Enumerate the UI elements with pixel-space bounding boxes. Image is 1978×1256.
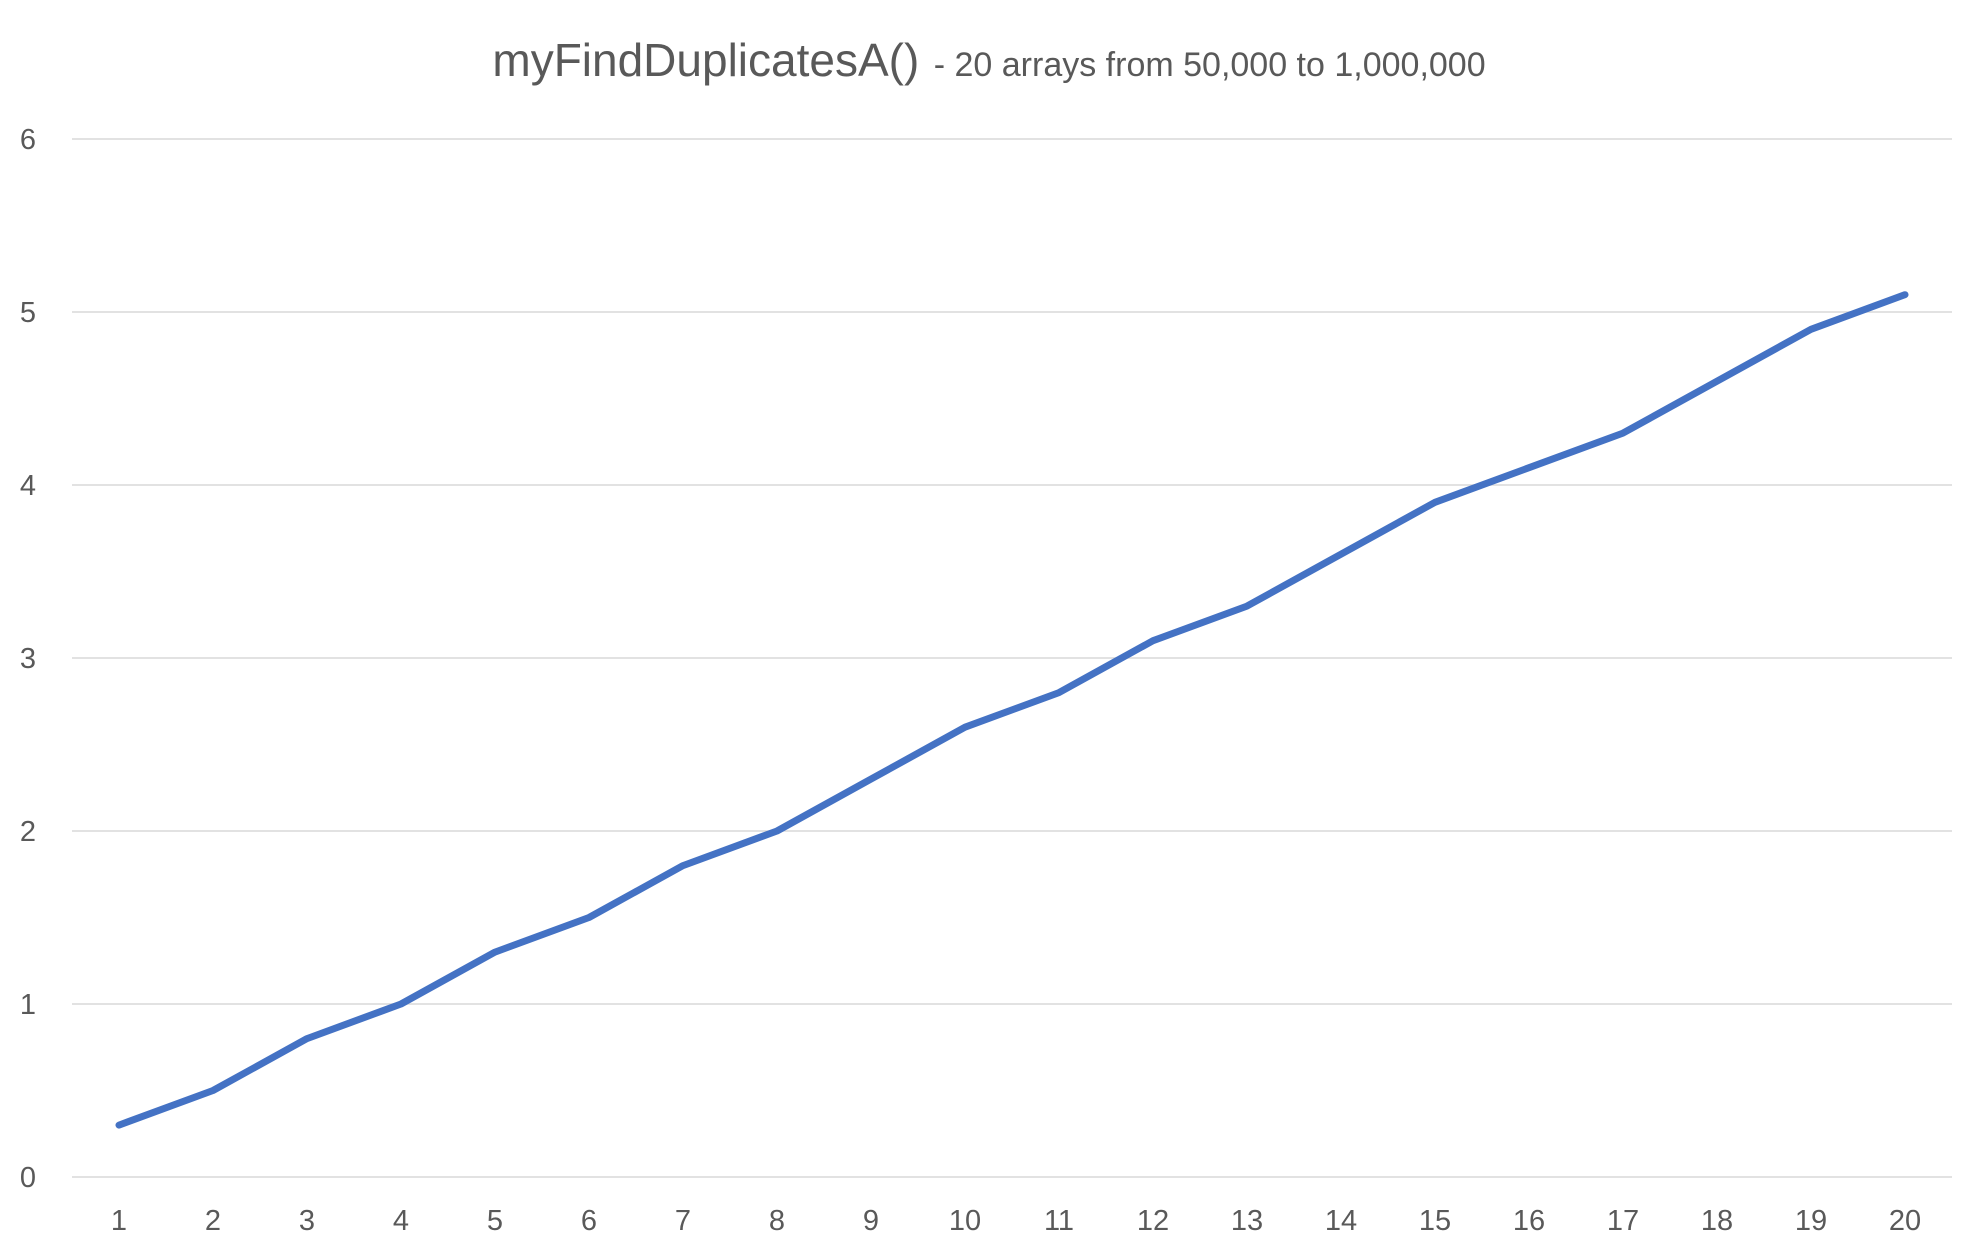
gridlines <box>72 138 1952 1178</box>
x-tick-label: 6 <box>581 1205 597 1237</box>
x-tick-label: 18 <box>1701 1205 1733 1237</box>
x-tick-label: 19 <box>1795 1205 1827 1237</box>
x-tick-label: 17 <box>1607 1205 1639 1237</box>
x-tick-label: 13 <box>1231 1205 1263 1237</box>
x-tick-label: 15 <box>1419 1205 1451 1237</box>
x-tick-label: 5 <box>487 1205 503 1237</box>
x-axis-tick-labels: 1 2 3 4 5 6 7 8 9 10 11 12 13 14 15 16 17 18 19 20 <box>111 1205 1921 1237</box>
chart-title: myFindDuplicatesA() - 20 arrays from 50,… <box>492 34 1485 86</box>
x-tick-label: 1 <box>111 1205 127 1237</box>
x-tick-label: 16 <box>1513 1205 1545 1237</box>
x-tick-label: 8 <box>769 1205 785 1237</box>
x-tick-label: 9 <box>863 1205 879 1237</box>
series-line <box>115 291 1909 1129</box>
y-tick-label: 6 <box>20 124 36 156</box>
y-tick-label: 3 <box>20 643 36 675</box>
chart-title-main: myFindDuplicatesA() <box>492 34 919 86</box>
x-tick-label: 7 <box>675 1205 691 1237</box>
x-tick-label: 4 <box>393 1205 409 1237</box>
x-tick-label: 3 <box>299 1205 315 1237</box>
x-tick-label: 20 <box>1889 1205 1921 1237</box>
y-axis-tick-labels: 0 1 2 3 4 5 6 <box>20 124 36 1194</box>
series-lines <box>115 291 1909 1129</box>
y-tick-label: 1 <box>20 989 36 1021</box>
x-tick-label: 14 <box>1325 1205 1357 1237</box>
x-tick-label: 11 <box>1044 1205 1074 1237</box>
y-tick-label: 0 <box>20 1162 36 1194</box>
y-tick-label: 2 <box>20 816 36 848</box>
y-tick-label: 4 <box>20 470 36 502</box>
x-tick-label: 2 <box>205 1205 221 1237</box>
y-tick-label: 5 <box>20 297 36 329</box>
x-tick-label: 10 <box>949 1205 981 1237</box>
x-tick-label: 12 <box>1137 1205 1169 1237</box>
chart-subtitle: - 20 arrays from 50,000 to 1,000,000 <box>934 46 1486 84</box>
